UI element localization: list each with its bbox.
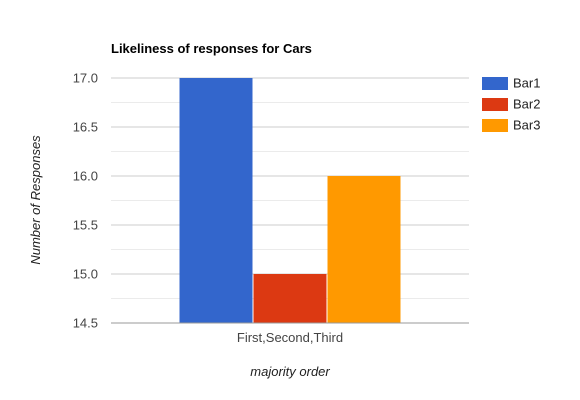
x-axis-ticks: First,Second,Third xyxy=(237,330,343,345)
y-axis-ticks: 14.5 15.0 15.5 16.0 16.5 17.0 xyxy=(73,71,98,331)
y-tick-label: 16.5 xyxy=(73,120,98,135)
y-tick-label: 14.5 xyxy=(73,316,98,331)
y-axis-label: Number of Responses xyxy=(28,135,43,265)
bars xyxy=(179,78,401,323)
y-tick-label: 15.5 xyxy=(73,218,98,233)
x-tick-label: First,Second,Third xyxy=(237,330,343,345)
legend-swatch-bar3 xyxy=(482,119,508,132)
bar-bar3 xyxy=(327,176,401,323)
legend-label-bar1: Bar1 xyxy=(513,76,540,91)
legend-label-bar2: Bar2 xyxy=(513,97,540,112)
y-tick-label: 16.0 xyxy=(73,169,98,184)
x-axis-label: majority order xyxy=(250,364,330,379)
y-tick-label: 17.0 xyxy=(73,71,98,86)
bar-bar2 xyxy=(253,274,327,323)
bar-bar1 xyxy=(179,78,253,323)
chart-title: Likeliness of responses for Cars xyxy=(111,41,312,56)
legend: Bar1 Bar2 Bar3 xyxy=(482,76,540,133)
legend-swatch-bar2 xyxy=(482,98,508,111)
legend-swatch-bar1 xyxy=(482,77,508,90)
y-tick-label: 15.0 xyxy=(73,267,98,282)
legend-label-bar3: Bar3 xyxy=(513,118,540,133)
